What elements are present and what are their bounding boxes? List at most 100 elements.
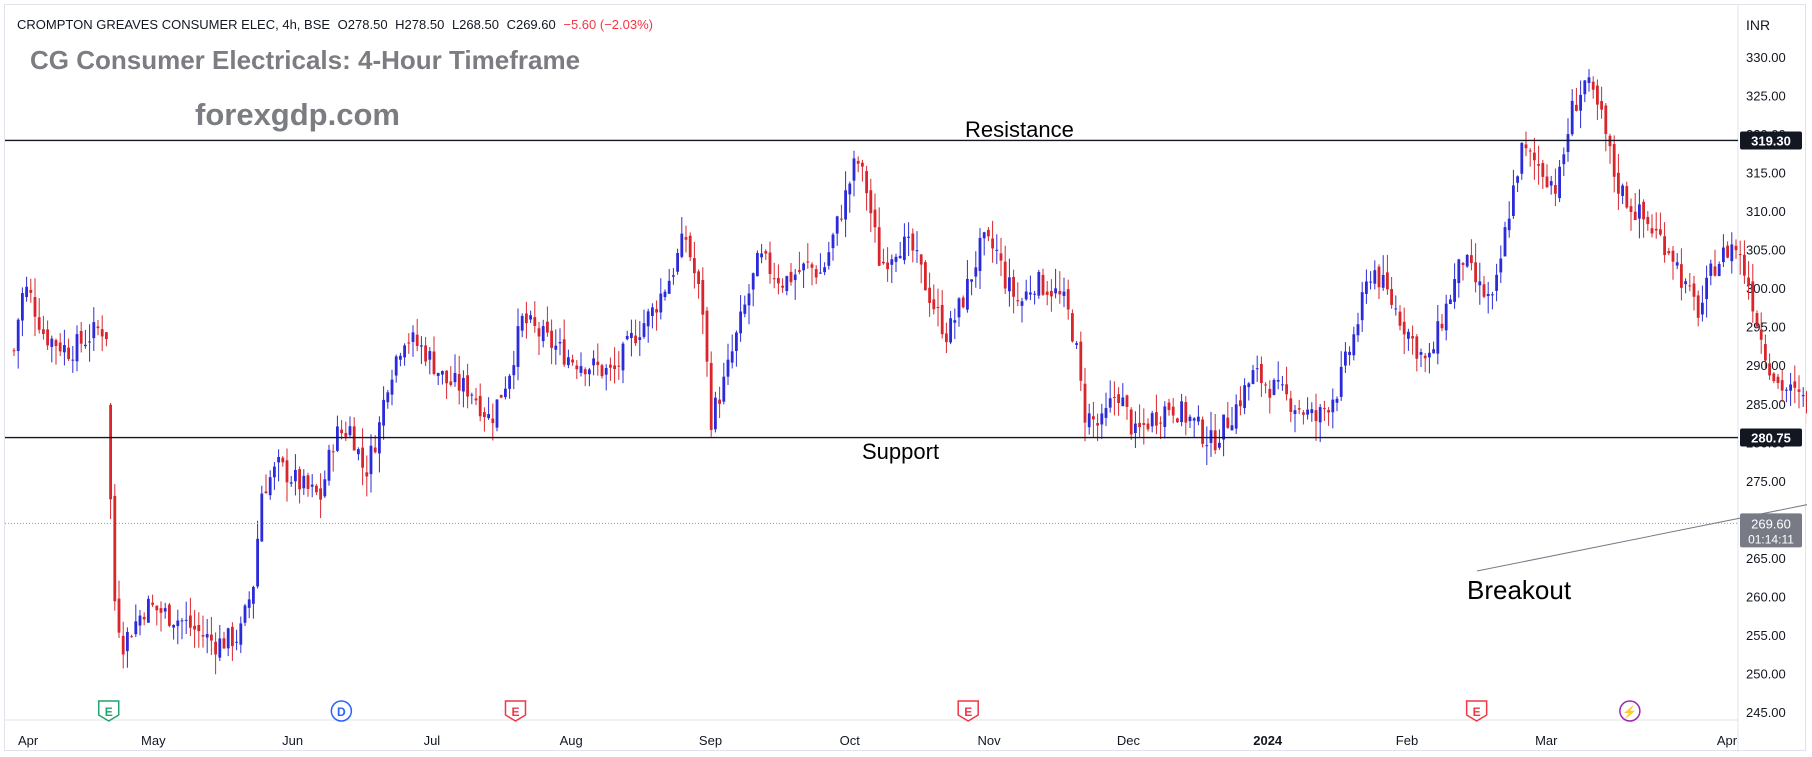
- candle-body: [1218, 442, 1221, 448]
- candle-body: [1314, 410, 1318, 422]
- price-chart[interactable]: 330.00325.00320.00315.00310.00305.00300.…: [5, 5, 1807, 752]
- candle-body: [1621, 185, 1624, 196]
- candle-body: [898, 255, 902, 259]
- candle-body: [1440, 323, 1444, 329]
- candle-body: [1696, 295, 1700, 318]
- candle-body: [1327, 410, 1330, 413]
- candle-body: [617, 365, 621, 367]
- event-marker-label: E: [511, 705, 519, 719]
- candle-body: [575, 365, 579, 370]
- candle-body: [1264, 384, 1267, 386]
- candle-body: [1499, 258, 1503, 273]
- candle-body: [1604, 105, 1608, 134]
- candle-body: [697, 271, 700, 284]
- symbol-label[interactable]: CROMPTON GREAVES CONSUMER ELEC, 4h, BSE: [17, 17, 331, 32]
- candle-body: [210, 634, 213, 641]
- x-tick-label: Aug: [560, 733, 583, 748]
- candle-body: [235, 641, 238, 643]
- candle-body: [949, 318, 952, 343]
- candle-body: [1335, 398, 1339, 403]
- candle-body: [1167, 402, 1171, 411]
- candle-body: [1087, 413, 1091, 428]
- candle-body: [1205, 445, 1209, 447]
- candle-body: [298, 469, 301, 490]
- candle-body: [1646, 216, 1650, 225]
- candle-body: [193, 625, 196, 630]
- earnings-marker[interactable]: [97, 700, 120, 722]
- candle-body: [1776, 376, 1780, 383]
- candle-body: [243, 605, 247, 623]
- y-tick-label: 255.00: [1746, 628, 1786, 643]
- candle-body: [1012, 277, 1015, 297]
- candle-body: [739, 311, 742, 334]
- candle-body: [1331, 399, 1335, 413]
- candle-body: [1302, 412, 1305, 415]
- y-tick-label: 310.00: [1746, 204, 1786, 219]
- candle-body: [1234, 404, 1238, 429]
- candle-body: [562, 339, 566, 365]
- candle-body: [348, 426, 352, 436]
- candle-body: [1654, 228, 1658, 231]
- candle-body: [71, 359, 75, 361]
- candle-body: [1730, 244, 1734, 262]
- candle-body: [999, 253, 1003, 261]
- candle-body: [1037, 272, 1041, 296]
- split-marker[interactable]: [1619, 700, 1641, 722]
- candle-body: [1734, 245, 1738, 251]
- change-value: −5.60 (−2.03%): [563, 17, 653, 32]
- candle-body: [214, 641, 217, 655]
- x-tick-label: Mar: [1535, 733, 1558, 748]
- candle-body: [172, 624, 175, 628]
- x-tick-label: Oct: [840, 733, 861, 748]
- currency-label[interactable]: INR: [1746, 17, 1771, 33]
- candle-body: [684, 237, 688, 240]
- dividend-marker[interactable]: [330, 700, 353, 722]
- candle-body: [302, 475, 306, 489]
- candle-body: [336, 426, 339, 451]
- candle-body: [1247, 383, 1251, 388]
- candle-body: [856, 160, 860, 164]
- support-price-label: 280.75: [1751, 431, 1791, 446]
- high-value: H278.50: [395, 17, 445, 32]
- candle-body: [1537, 164, 1540, 166]
- candle-body: [499, 394, 503, 398]
- candle-body: [1192, 418, 1196, 421]
- candle-body: [1411, 336, 1414, 339]
- candle-body: [709, 363, 713, 430]
- event-marker-label: E: [964, 705, 972, 719]
- candle-body: [1680, 264, 1683, 288]
- candle-body: [352, 426, 356, 451]
- candle-body: [911, 233, 915, 251]
- candle-body: [1751, 281, 1755, 312]
- candle-body: [609, 364, 612, 368]
- candle-body: [1054, 288, 1057, 294]
- candle-body: [987, 229, 990, 237]
- x-tick-label: Apr: [1717, 733, 1738, 748]
- candle-body: [289, 482, 293, 484]
- candle-body: [50, 338, 54, 347]
- candle-body: [1541, 163, 1545, 177]
- candle-body: [1470, 255, 1473, 264]
- candle-body: [1633, 211, 1637, 221]
- candle-body: [831, 234, 835, 249]
- candle-body: [646, 311, 650, 327]
- candle-body: [92, 322, 96, 339]
- candle-body: [1671, 250, 1675, 262]
- event-marker-label: E: [1473, 705, 1481, 719]
- earnings-marker[interactable]: [957, 700, 979, 722]
- candle-body: [781, 285, 784, 288]
- candle-body: [1226, 417, 1230, 428]
- candle-body: [886, 262, 889, 270]
- candle-body: [516, 326, 520, 367]
- earnings-marker[interactable]: [1465, 700, 1488, 722]
- candle-body: [1570, 100, 1574, 135]
- candle-body: [1083, 383, 1087, 423]
- earnings-marker[interactable]: [504, 700, 527, 722]
- candle-body: [550, 330, 553, 348]
- y-tick-label: 260.00: [1746, 589, 1786, 604]
- candle-body: [1184, 402, 1188, 423]
- candle-body: [907, 236, 910, 238]
- x-tick-label: Dec: [1117, 733, 1141, 748]
- candle-body: [1675, 262, 1679, 266]
- candle-body: [1726, 245, 1729, 258]
